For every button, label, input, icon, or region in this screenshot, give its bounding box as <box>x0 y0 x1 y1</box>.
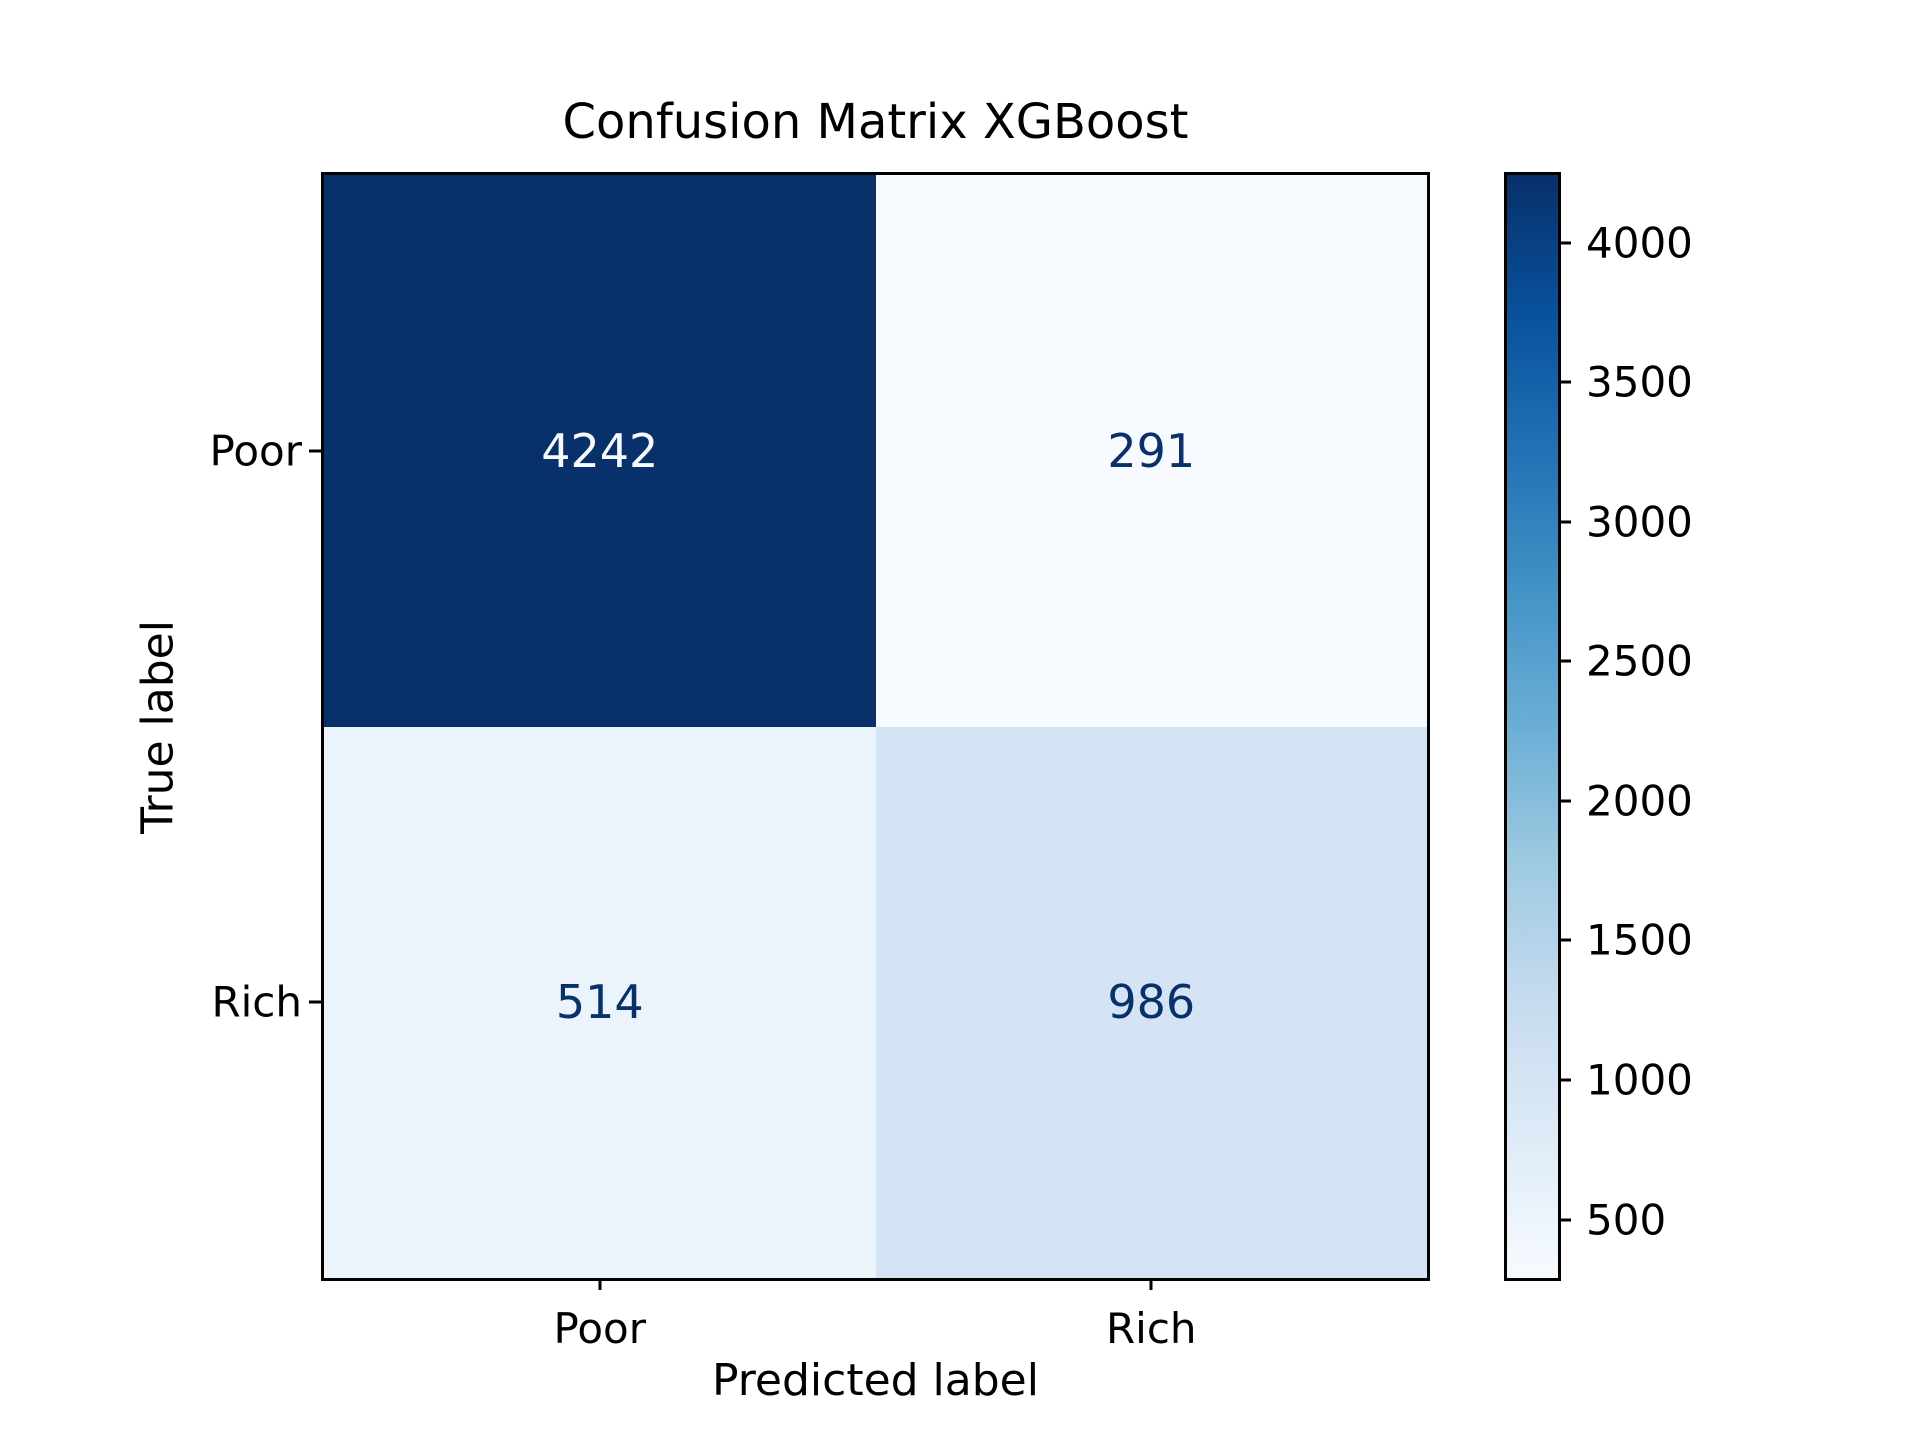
matrix-cell-poor-rich: 291 <box>875 175 1427 727</box>
colorbar-tick-mark <box>1558 241 1571 245</box>
colorbar-tick-label: 3500 <box>1586 357 1693 407</box>
y-tick-label-rich: Rich <box>211 977 302 1027</box>
y-tick-label-poor: Poor <box>209 426 303 476</box>
x-tick-mark <box>598 1278 602 1290</box>
colorbar-tick-label: 2500 <box>1586 636 1693 686</box>
x-axis-label: Predicted label <box>712 1355 1039 1406</box>
x-tick-mark <box>1149 1278 1153 1290</box>
y-axis-label: True label <box>132 620 184 834</box>
heatmap-grid: 4242 291 514 986 <box>324 175 1427 1278</box>
x-tick-label-poor: Poor <box>553 1304 647 1353</box>
cell-value: 514 <box>555 975 644 1030</box>
colorbar-tick-label: 2000 <box>1586 776 1693 826</box>
cell-value: 291 <box>1107 423 1196 478</box>
colorbar-tick-label: 500 <box>1586 1195 1667 1245</box>
colorbar-tick-mark <box>1558 659 1571 663</box>
colorbar-tick-mark <box>1558 1078 1571 1082</box>
y-tick-mark <box>309 1000 321 1004</box>
colorbar-tick-label: 3000 <box>1586 497 1693 547</box>
colorbar-tick-label: 4000 <box>1586 218 1693 268</box>
colorbar-tick-mark <box>1558 380 1571 384</box>
colorbar-tick-label: 1500 <box>1586 915 1693 965</box>
colorbar-tick-mark <box>1558 1218 1571 1222</box>
colorbar-tick-mark <box>1558 520 1571 524</box>
matrix-cell-rich-rich: 986 <box>875 726 1427 1278</box>
colorbar-tick-mark <box>1558 938 1571 942</box>
cell-value: 986 <box>1107 975 1196 1030</box>
colorbar: 500 1000 1500 2000 2500 3000 3500 4000 <box>1504 172 1693 1281</box>
chart-title: Confusion Matrix XGBoost <box>562 94 1189 150</box>
colorbar-tick-mark <box>1558 799 1571 803</box>
colorbar-tick-label: 1000 <box>1586 1055 1693 1105</box>
heatmap-plot: 4242 291 514 986 Poor Rich Poor Rich <box>210 172 1430 1353</box>
y-tick-mark <box>309 449 321 453</box>
cell-value: 4242 <box>541 423 659 478</box>
matrix-cell-poor-poor: 4242 <box>324 175 876 727</box>
x-tick-label-rich: Rich <box>1105 1304 1197 1353</box>
matrix-cell-rich-poor: 514 <box>324 726 876 1278</box>
